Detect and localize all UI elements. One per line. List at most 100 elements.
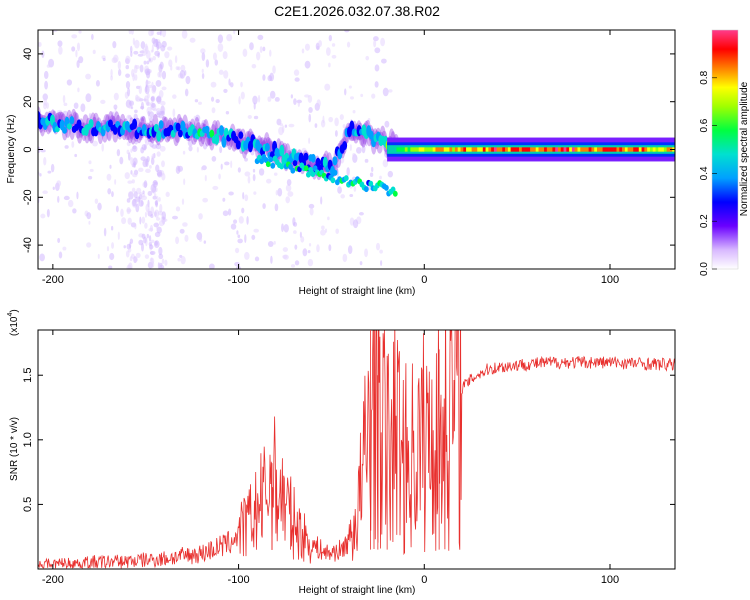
spectrogram-core-cell: [454, 147, 458, 152]
spectrogram-speckle: [131, 187, 136, 193]
spectrogram-core-cell: [571, 147, 575, 152]
spectrogram-speckle: [349, 193, 354, 198]
spectrogram-speckle: [327, 216, 330, 221]
spectrogram-speckle: [353, 185, 357, 192]
spectrogram-speckle: [159, 264, 165, 269]
spectrogram-core-cell: [622, 147, 626, 152]
spectrogram-speckle: [242, 48, 248, 57]
snr-panel: -200 -100 0 100 0.5 1.0 1.5 Height of straight…: [7, 309, 676, 596]
spectrogram-speckle: [238, 216, 244, 224]
spectrogram-speckle: [155, 217, 161, 221]
spectrogram-speckle: [140, 101, 144, 110]
spectrogram-speckle: [128, 30, 132, 35]
spectrogram-speckle: [308, 113, 312, 123]
spectrogram-speckle: [164, 259, 168, 266]
snr-xtick-label: 0: [421, 574, 427, 586]
spectrogram-speckle: [154, 209, 160, 218]
spectrogram-speckle: [297, 99, 301, 108]
spectrogram-core-cell: [663, 147, 667, 152]
spectrogram-speckle: [139, 64, 144, 73]
spectrogram-speckle: [219, 145, 223, 154]
spectrogram-speckle: [244, 251, 250, 260]
spectrogram-speckle: [247, 175, 251, 184]
spectrogram-speckle: [117, 60, 122, 70]
spectrogram-speckle: [224, 161, 230, 166]
spectrogram-core-cell: [538, 147, 542, 152]
spectrogram-speckle: [137, 53, 144, 57]
spectrogram-speckle: [187, 138, 194, 147]
spectrogram-speckle: [111, 191, 114, 198]
spectrogram-ytick-label: -20: [22, 189, 34, 205]
spectrogram-speckle: [299, 231, 302, 239]
spectrogram-speckle: [159, 145, 166, 152]
spectrogram-core-cell: [585, 147, 589, 152]
spectrogram-ridge-blob: [342, 141, 348, 151]
spectrogram-speckle: [114, 178, 117, 185]
spectrogram-speckle: [308, 107, 313, 113]
spectrogram-core-cell: [435, 147, 439, 152]
spectrogram-speckle: [346, 41, 351, 48]
spectrogram-speckle: [346, 167, 350, 176]
spectrogram-speckle: [86, 242, 92, 248]
spectrogram-speckle: [132, 157, 138, 166]
spectrogram-core-cell: [496, 147, 500, 152]
colorbar-tick-label: 0.8: [699, 70, 710, 84]
spectrogram-speckle: [316, 99, 321, 108]
spectrogram-speckle: [127, 217, 132, 225]
spectrogram-speckle: [387, 170, 394, 178]
spectrogram-speckle: [244, 194, 249, 202]
spectrogram-speckle: [42, 93, 49, 101]
spectrogram-speckle: [43, 97, 48, 106]
spectrogram-speckle: [145, 98, 150, 105]
spectrogram-core-cell: [505, 147, 509, 152]
spectrogram-speckle: [74, 153, 78, 158]
spectrogram-speckle: [161, 211, 166, 220]
spectrogram-speckle: [211, 155, 217, 162]
spectrogram-speckle: [57, 109, 63, 113]
spectrogram-speckle: [384, 120, 390, 128]
spectrogram-speckle: [100, 99, 106, 104]
spectrogram-speckle: [58, 251, 63, 259]
spectrogram-speckle: [197, 124, 203, 129]
spectrogram-core-cell: [655, 147, 659, 152]
spectrogram-core-cell: [491, 147, 495, 152]
spectrogram-speckle: [308, 137, 311, 144]
spectrogram-speckle: [360, 93, 364, 98]
spectrogram-speckle: [141, 144, 148, 151]
spectrogram-speckle: [46, 64, 51, 68]
spectrogram-speckle: [180, 64, 186, 72]
spectrogram-speckle: [134, 109, 138, 114]
colorbar-ticks: 0.0 0.2 0.4 0.6 0.8: [699, 70, 717, 276]
spectrogram-ridge-blob: [158, 120, 164, 129]
spectrogram-core-cell: [563, 147, 567, 152]
spectrogram-speckle: [111, 111, 115, 120]
spectrogram-core-cell: [441, 147, 444, 152]
spectrogram-speckle: [244, 234, 247, 243]
spectrogram-ridge-blob: [303, 152, 309, 161]
spectrogram-speckle: [125, 64, 130, 70]
spectrogram-speckle: [198, 213, 203, 220]
spectrogram-speckle: [167, 46, 173, 51]
spectrogram-speckle: [201, 52, 206, 62]
spectrogram-speckle: [110, 68, 113, 78]
spectrogram-speckle: [130, 157, 134, 166]
spectrogram-core-cell: [410, 147, 414, 152]
spectrogram-speckle: [279, 123, 284, 127]
spectrogram-speckle: [328, 62, 331, 68]
spectrogram-speckle: [349, 144, 352, 151]
spectrogram-speckle: [162, 117, 167, 122]
spectrogram-speckle: [46, 208, 50, 218]
spectrogram-speckle: [153, 193, 157, 197]
spectrogram-speckle: [142, 190, 145, 195]
spectrogram-speckle: [132, 37, 135, 46]
spectrogram-branch-blob: [332, 169, 338, 176]
spectrogram-ridge-blob: [279, 144, 285, 157]
spectrogram-speckle: [217, 34, 224, 44]
spectrogram-speckle: [314, 123, 318, 128]
spectrogram-ridge-blob: [209, 129, 215, 138]
spectrogram-speckle: [151, 153, 156, 159]
spectrogram-speckle: [130, 30, 134, 35]
spectrogram-ytick-label: 40: [22, 48, 34, 60]
spectrogram-speckle: [340, 194, 345, 199]
spectrogram-core-cell: [407, 147, 411, 152]
